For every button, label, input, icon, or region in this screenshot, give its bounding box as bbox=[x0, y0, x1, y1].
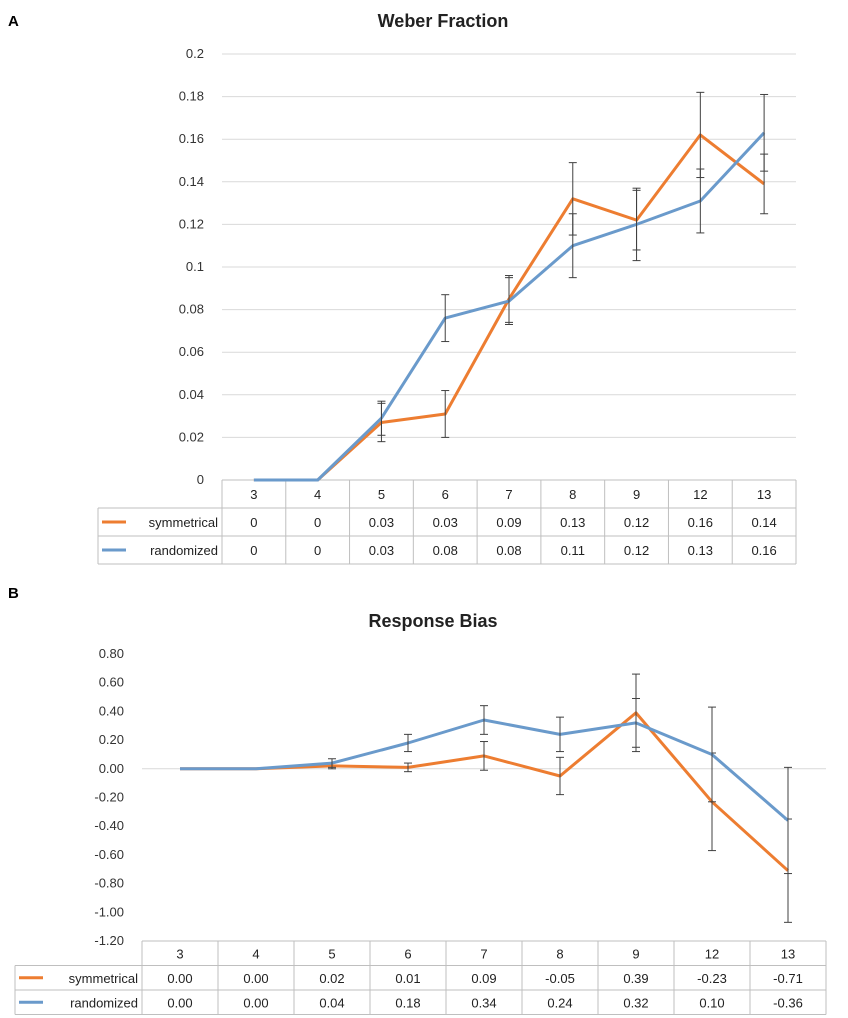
y-tick-label: -1.00 bbox=[94, 904, 124, 919]
y-tick-label: 0.80 bbox=[99, 646, 124, 661]
y-tick-label: -0.20 bbox=[94, 790, 124, 805]
legend-label-randomized: randomized bbox=[70, 995, 138, 1010]
y-tick-label: 0.02 bbox=[179, 429, 204, 444]
table-cell: -0.23 bbox=[697, 971, 727, 986]
y-tick-label: 0.40 bbox=[99, 703, 124, 718]
category-label: 9 bbox=[632, 946, 639, 961]
response-bias-chart: -1.20 -1.00 -0.80 -0.60 -0.40 -0.20 0.00 0.20 0.… bbox=[14, 646, 827, 1015]
y-tick-label: 0.04 bbox=[179, 387, 204, 402]
table-cell: 0.18 bbox=[395, 995, 420, 1010]
category-label: 4 bbox=[252, 946, 259, 961]
category-label: 3 bbox=[250, 487, 257, 502]
table-cell: 0 bbox=[250, 543, 257, 558]
category-label: 6 bbox=[442, 487, 449, 502]
legend-label-symmetrical: symmetrical bbox=[69, 971, 138, 986]
category-label: 12 bbox=[705, 946, 719, 961]
category-label: 13 bbox=[781, 946, 795, 961]
category-label: 5 bbox=[328, 946, 335, 961]
table-cell: -0.36 bbox=[773, 995, 803, 1010]
table-cell: 0.02 bbox=[319, 971, 344, 986]
category-label: 3 bbox=[176, 946, 183, 961]
table-cell: 0.13 bbox=[688, 543, 713, 558]
table-cell: 0.03 bbox=[369, 515, 394, 530]
y-tick-label: 0.08 bbox=[179, 302, 204, 317]
category-label: 6 bbox=[404, 946, 411, 961]
category-label: 4 bbox=[314, 487, 321, 502]
table-cell: -0.71 bbox=[773, 971, 803, 986]
category-label: 9 bbox=[633, 487, 640, 502]
table-cell: 0.11 bbox=[561, 543, 585, 558]
y-tick-label: 0.1 bbox=[186, 259, 204, 274]
y-tick-label: 0.60 bbox=[99, 675, 124, 690]
chart-title-response-bias: Response Bias bbox=[368, 611, 497, 631]
table-cell: 0.08 bbox=[496, 543, 521, 558]
table-cell: 0.16 bbox=[751, 543, 776, 558]
y-tick-label: 0 bbox=[197, 472, 204, 487]
category-label: 7 bbox=[505, 487, 512, 502]
table-cell: 0.03 bbox=[369, 543, 394, 558]
y-tick-label: 0.18 bbox=[179, 89, 204, 104]
table-cell: -0.05 bbox=[545, 971, 575, 986]
category-label: 8 bbox=[556, 946, 563, 961]
table-cell: 0.14 bbox=[751, 515, 776, 530]
y-tick-label: 0.14 bbox=[179, 174, 204, 189]
y-tick-label: -0.40 bbox=[94, 818, 124, 833]
weber-fraction-chart: 0 0.02 0.04 0.06 0.08 0.1 0.12 0.14 0.16 0.18 0.2 3… bbox=[97, 46, 797, 565]
table-cell: 0.34 bbox=[471, 995, 496, 1010]
y-tick-label: 0.2 bbox=[186, 46, 204, 61]
table-cell: 0.39 bbox=[623, 971, 648, 986]
y-tick-label: 0.06 bbox=[179, 344, 204, 359]
table-cell: 0.10 bbox=[699, 995, 724, 1010]
legend-label-symmetrical: symmetrical bbox=[149, 515, 218, 530]
table-cell: 0 bbox=[314, 543, 321, 558]
table-cell: 0.16 bbox=[688, 515, 713, 530]
table-cell: 0.09 bbox=[496, 515, 521, 530]
table-cell: 0.12 bbox=[624, 543, 649, 558]
panel-label-a: A bbox=[8, 13, 19, 30]
table-cell: 0.00 bbox=[167, 995, 192, 1010]
legend-label-randomized: randomized bbox=[150, 543, 218, 558]
table-cell: 0.00 bbox=[243, 971, 268, 986]
category-label: 13 bbox=[757, 487, 771, 502]
panel-label-b: B bbox=[8, 585, 19, 602]
table-cell: 0 bbox=[314, 515, 321, 530]
category-label: 8 bbox=[569, 487, 576, 502]
table-cell: 0.08 bbox=[433, 543, 458, 558]
y-tick-label: 0.20 bbox=[99, 732, 124, 747]
y-tick-label: -1.20 bbox=[94, 933, 124, 948]
table-cell: 0.00 bbox=[243, 995, 268, 1010]
table-cell: 0.09 bbox=[471, 971, 496, 986]
series-line-symmetrical bbox=[180, 711, 790, 872]
table-cell: 0 bbox=[250, 515, 257, 530]
chart-title-weber-fraction: Weber Fraction bbox=[378, 11, 509, 31]
table-cell: 0.04 bbox=[319, 995, 344, 1010]
table-cell: 0.13 bbox=[560, 515, 585, 530]
y-tick-label: -0.60 bbox=[94, 847, 124, 862]
table-cell: 0.01 bbox=[395, 971, 420, 986]
category-label: 5 bbox=[378, 487, 385, 502]
category-label: 7 bbox=[480, 946, 487, 961]
table-cell: 0.32 bbox=[623, 995, 648, 1010]
table-cell: 0.24 bbox=[547, 995, 572, 1010]
y-tick-label: 0.12 bbox=[179, 216, 204, 231]
table-cell: 0.00 bbox=[167, 971, 192, 986]
y-tick-label: 0.16 bbox=[179, 131, 204, 146]
y-tick-label: -0.80 bbox=[94, 876, 124, 891]
y-tick-label: 0.00 bbox=[99, 761, 124, 776]
category-label: 12 bbox=[693, 487, 707, 502]
table-cell: 0.03 bbox=[433, 515, 458, 530]
table-cell: 0.12 bbox=[624, 515, 649, 530]
